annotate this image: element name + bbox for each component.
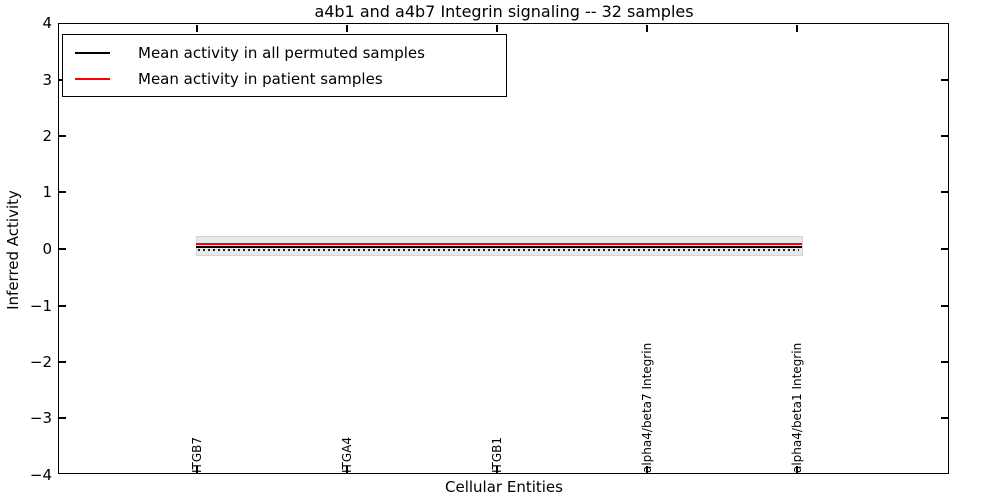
xtick-mark — [496, 25, 498, 32]
xtick-mark — [796, 466, 798, 473]
ytick-label-m2: −2 — [29, 353, 52, 371]
permuted-line-sample — [75, 52, 110, 54]
permuted-mean-line — [196, 246, 802, 248]
legend-item-permuted: Mean activity in all permuted samples — [63, 40, 506, 66]
xtick-mark — [196, 466, 198, 473]
ytick-mark — [941, 135, 948, 137]
ytick-mark — [59, 191, 66, 193]
ytick-mark — [59, 361, 66, 363]
ytick-label-4: 4 — [42, 14, 52, 32]
xtick-mark — [646, 466, 648, 473]
xtick-label-itgb7: ITGB7 — [190, 436, 204, 473]
y-axis-label: Inferred Activity — [4, 190, 22, 310]
xtick-mark — [646, 25, 648, 32]
ytick-mark — [941, 361, 948, 363]
legend-label-permuted: Mean activity in all permuted samples — [138, 44, 425, 62]
ytick-label-2: 2 — [42, 127, 52, 145]
plot-area — [58, 23, 949, 474]
xtick-mark — [346, 466, 348, 473]
patient-mean-line — [196, 243, 802, 245]
xtick-label-itga4: ITGA4 — [340, 436, 354, 473]
x-axis-label: Cellular Entities — [445, 478, 563, 496]
legend: Mean activity in all permuted samples Me… — [62, 34, 507, 97]
ytick-label-m3: −3 — [29, 409, 52, 427]
ytick-label-m4: −4 — [29, 466, 52, 484]
ytick-mark — [941, 248, 948, 250]
ytick-mark — [941, 191, 948, 193]
chart-title: a4b1 and a4b7 Integrin signaling -- 32 s… — [314, 2, 694, 21]
permuted-sample-markers — [198, 249, 799, 251]
xtick-mark — [496, 466, 498, 473]
xtick-label-a4b1: alpha4/beta1 Integrin — [790, 342, 804, 473]
ytick-mark — [941, 417, 948, 419]
ytick-mark — [941, 79, 948, 81]
xtick-label-a4b7: alpha4/beta7 Integrin — [640, 342, 654, 473]
xtick-mark — [196, 25, 198, 32]
ytick-mark — [59, 135, 66, 137]
ytick-mark — [59, 248, 66, 250]
patient-line-sample — [75, 78, 110, 80]
xtick-mark — [796, 25, 798, 32]
ytick-label-0: 0 — [42, 240, 52, 258]
ytick-mark — [59, 305, 66, 307]
xtick-mark — [346, 25, 348, 32]
legend-label-patient: Mean activity in patient samples — [138, 70, 383, 88]
ytick-mark — [59, 417, 66, 419]
ytick-label-m1: −1 — [29, 297, 52, 315]
legend-item-patient: Mean activity in patient samples — [63, 66, 506, 92]
ytick-label-3: 3 — [42, 71, 52, 89]
xtick-label-itgb1: ITGB1 — [490, 436, 504, 473]
ytick-label-1: 1 — [42, 183, 52, 201]
ytick-mark — [941, 305, 948, 307]
